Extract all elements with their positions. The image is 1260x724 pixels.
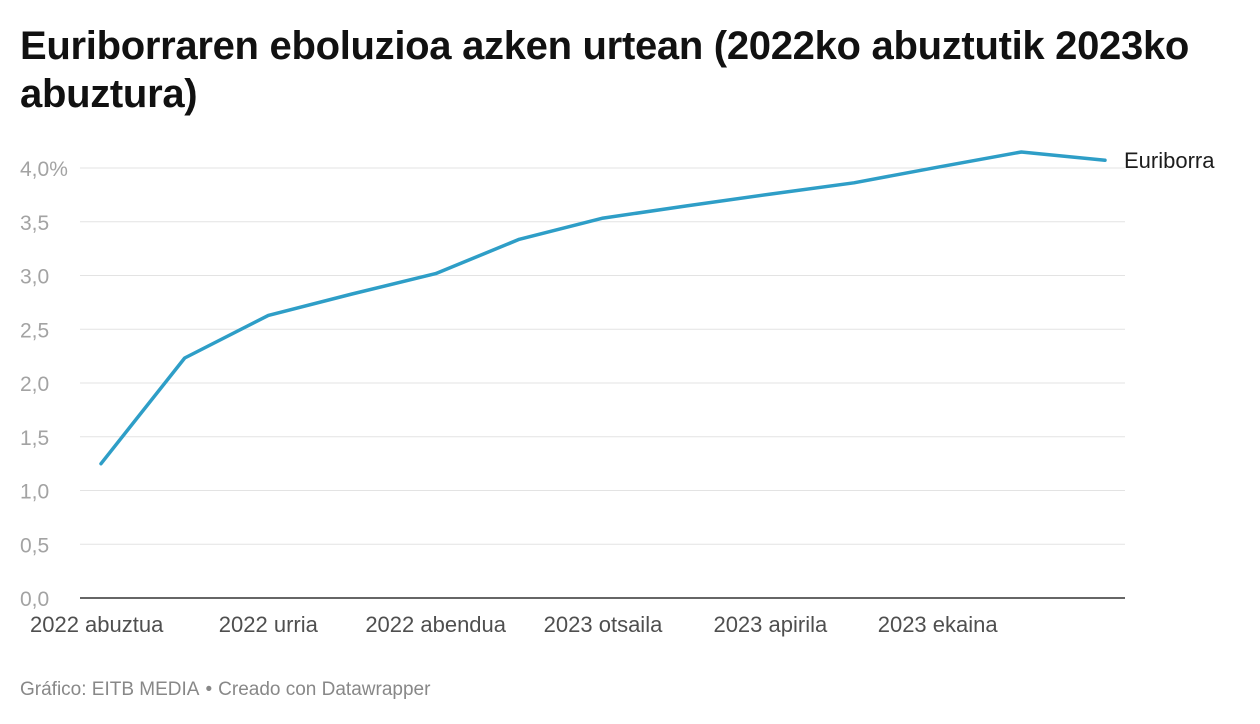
x-tick-label: 2022 abuztua bbox=[30, 612, 164, 637]
y-tick-label: 4,0% bbox=[20, 158, 68, 181]
y-tick-label: 3,5 bbox=[20, 212, 49, 235]
footer-source: Gráfico: EITB MEDIA bbox=[20, 679, 200, 700]
y-tick-label: 1,5 bbox=[20, 427, 49, 450]
series-line-euriborra bbox=[99, 150, 1107, 466]
series-layer: Euriborra bbox=[99, 148, 1215, 466]
series-label: Euriborra bbox=[1124, 148, 1215, 173]
grid-lines bbox=[80, 167, 1125, 599]
x-tick-label: 2023 ekaina bbox=[878, 612, 999, 637]
y-tick-label: 2,5 bbox=[20, 319, 49, 342]
chart-title: Euriborraren eboluzioa azken urtean (202… bbox=[20, 24, 1190, 116]
y-axis-ticks: 0,0 0,5 1,0 1,5 2,0 2,5 3,0 3,5 4,0% bbox=[20, 158, 68, 611]
x-tick-label: 2022 urria bbox=[219, 612, 319, 637]
x-tick-label: 2023 apirila bbox=[713, 612, 828, 637]
footer-credit: Creado con Datawrapper bbox=[218, 679, 431, 700]
y-tick-label: 2,0 bbox=[20, 373, 49, 396]
footer-separator: • bbox=[205, 679, 213, 700]
chart-footer: Gráfico: EITB MEDIA • Creado con Datawrapp… bbox=[20, 679, 430, 701]
y-tick-label: 0,0 bbox=[20, 588, 49, 611]
y-tick-label: 1,0 bbox=[20, 481, 49, 504]
y-tick-label: 3,0 bbox=[20, 266, 49, 289]
x-axis-ticks: 2022 abuztua 2022 urria 2022 abendua 2023 o… bbox=[30, 612, 998, 637]
x-tick-label: 2023 otsaila bbox=[544, 612, 663, 637]
y-tick-label: 0,5 bbox=[20, 534, 49, 557]
x-tick-label: 2022 abendua bbox=[365, 612, 506, 637]
